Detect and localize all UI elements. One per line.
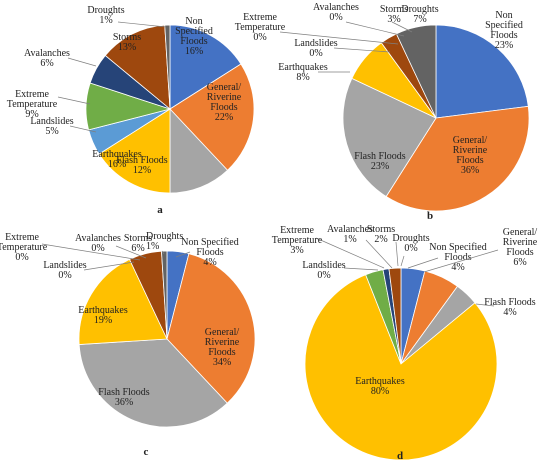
leader-line-a-droughts bbox=[117, 21, 167, 28]
data-label-b-landslides: Landslides 0% bbox=[294, 38, 337, 59]
slice-a-earthquakes bbox=[98, 108, 171, 194]
data-label-b-droughts: Droughts 7% bbox=[401, 4, 438, 25]
data-label-b-extreme-temperature: Extreme Temperature 0% bbox=[235, 12, 286, 43]
leader-line-d-droughts bbox=[400, 255, 405, 267]
pie-chart-b: Non Specified Floods 23% General/Riverine Flo… bbox=[235, 2, 530, 222]
leader-line-d-general-riverine-floods bbox=[423, 249, 499, 273]
pie-chart-a: Non Specified Floods 16% General/Riverine Flo… bbox=[7, 5, 255, 216]
data-label-c-non-specified-floods: Non Specified Floods 4% bbox=[181, 237, 239, 268]
data-label-a-landslides: Landslides 5% bbox=[30, 116, 73, 137]
leader-line-c-avalanches bbox=[115, 245, 147, 259]
data-label-b-avalanches: Avalanches 0% bbox=[313, 2, 359, 23]
data-label-d-earthquakes: Earthquakes 80% bbox=[355, 376, 405, 397]
data-label-d-general-riverine-floods: General/Riverine Floods 6% bbox=[503, 227, 538, 268]
data-label-d-non-specified-floods: Non Specified Floods 4% bbox=[429, 242, 487, 273]
data-label-c-droughts: Droughts 1% bbox=[146, 231, 183, 252]
data-label-b-general-riverine-floods: General/Riverine Floods 36% bbox=[453, 135, 488, 176]
leader-line-a-avalanches bbox=[67, 57, 97, 67]
slice-d-earthquakes bbox=[304, 274, 498, 461]
data-label-a-avalanches: Avalanches 6% bbox=[24, 48, 70, 69]
leader-line-d-landslides bbox=[343, 267, 379, 271]
data-label-a-extreme-temperature: Extreme Temperature 9% bbox=[7, 89, 58, 120]
panel-letter-b: b bbox=[427, 210, 433, 222]
data-label-a-storms: Storms 13% bbox=[113, 32, 141, 53]
leader-line-c-extreme-temperature bbox=[41, 243, 141, 261]
data-label-a-droughts: Droughts 1% bbox=[87, 5, 124, 26]
data-label-d-avalanches: Avalanches 1% bbox=[327, 224, 373, 245]
data-label-c-storms: Storms 6% bbox=[124, 233, 152, 254]
leader-line-d-non-specified-floods bbox=[407, 257, 439, 269]
slice-a-non-specified-floods bbox=[169, 24, 242, 110]
pie-chart-d: Non Specified Floods 4% General/Riverine Flo… bbox=[272, 224, 538, 462]
data-label-b-storms: Storms 3% bbox=[380, 4, 408, 25]
slice-b-general-riverine-floods bbox=[385, 105, 530, 212]
leader-line-b-storms bbox=[391, 21, 413, 33]
leader-line-d-extreme-temperature bbox=[315, 237, 385, 269]
slice-a-flash-floods bbox=[169, 107, 229, 194]
panel-letter-c: c bbox=[144, 446, 149, 458]
slice-a-droughts bbox=[164, 24, 171, 110]
slice-d-storms bbox=[388, 267, 402, 365]
data-label-c-flash-floods: Flash Floods 36% bbox=[98, 387, 150, 408]
slice-c-earthquakes bbox=[78, 258, 168, 345]
slice-c-general-riverine-floods bbox=[166, 253, 256, 404]
leader-line-a-landslides bbox=[69, 125, 97, 133]
leader-line-a-extreme-temperature bbox=[57, 96, 91, 105]
leader-line-b-landslides bbox=[333, 47, 391, 53]
data-label-a-flash-floods: Flash Floods 12% bbox=[116, 155, 168, 176]
data-label-a-non-specified-floods: Non Specified Floods 16% bbox=[175, 16, 213, 57]
panel-letter-a: a bbox=[157, 204, 163, 216]
data-label-a-general-riverine-floods: General/Riverine Floods 22% bbox=[207, 82, 242, 123]
data-label-a-earthquakes: Earthquakes 16% bbox=[92, 149, 142, 170]
slice-b-non-specified-floods bbox=[435, 24, 529, 119]
data-label-d-storms: Storms 2% bbox=[367, 224, 395, 245]
pie-chart-c: Non Specified Floods 4% General/Riverine Flo… bbox=[0, 231, 256, 458]
slice-a-storms bbox=[104, 24, 171, 110]
data-label-c-earthquakes: Earthquakes 19% bbox=[78, 305, 128, 326]
leader-line-d-avalanches bbox=[365, 239, 393, 269]
leader-line-d-storms bbox=[395, 241, 399, 267]
panel-letter-d: d bbox=[397, 450, 403, 462]
slice-c-droughts bbox=[161, 250, 168, 340]
data-label-c-avalanches: Avalanches 0% bbox=[75, 233, 121, 254]
leader-line-b-avalanches bbox=[345, 21, 405, 37]
data-label-b-flash-floods: Flash Floods 23% bbox=[354, 151, 406, 172]
leader-line-d-flash-floods bbox=[475, 303, 495, 307]
data-label-c-general-riverine-floods: General/Riverine Floods 34% bbox=[205, 327, 240, 368]
data-label-b-non-specified-floods: Non Specified Floods 23% bbox=[485, 10, 523, 51]
leader-line-c-landslides bbox=[83, 261, 135, 271]
data-label-d-droughts: Droughts 0% bbox=[392, 233, 429, 254]
slice-b-flash-floods bbox=[342, 77, 437, 198]
data-label-d-extreme-temperature: Extreme Temperature 3% bbox=[272, 225, 323, 256]
leader-line-b-extreme-temperature bbox=[279, 31, 399, 45]
data-label-d-landslides: Landslides 0% bbox=[302, 260, 345, 281]
data-label-d-flash-floods: Flash Floods 4% bbox=[484, 297, 536, 318]
slice-a-general-riverine-floods bbox=[169, 63, 255, 171]
data-label-c-extreme-temperature: Extreme Temperature 0% bbox=[0, 232, 48, 263]
leader-line-c-non-specified-floods bbox=[175, 251, 191, 258]
slice-c-flash-floods bbox=[78, 338, 228, 428]
leader-line-c-droughts bbox=[161, 250, 165, 255]
data-label-b-earthquakes: Earthquakes 8% bbox=[278, 62, 328, 83]
data-label-c-landslides: Landslides 0% bbox=[43, 260, 86, 281]
